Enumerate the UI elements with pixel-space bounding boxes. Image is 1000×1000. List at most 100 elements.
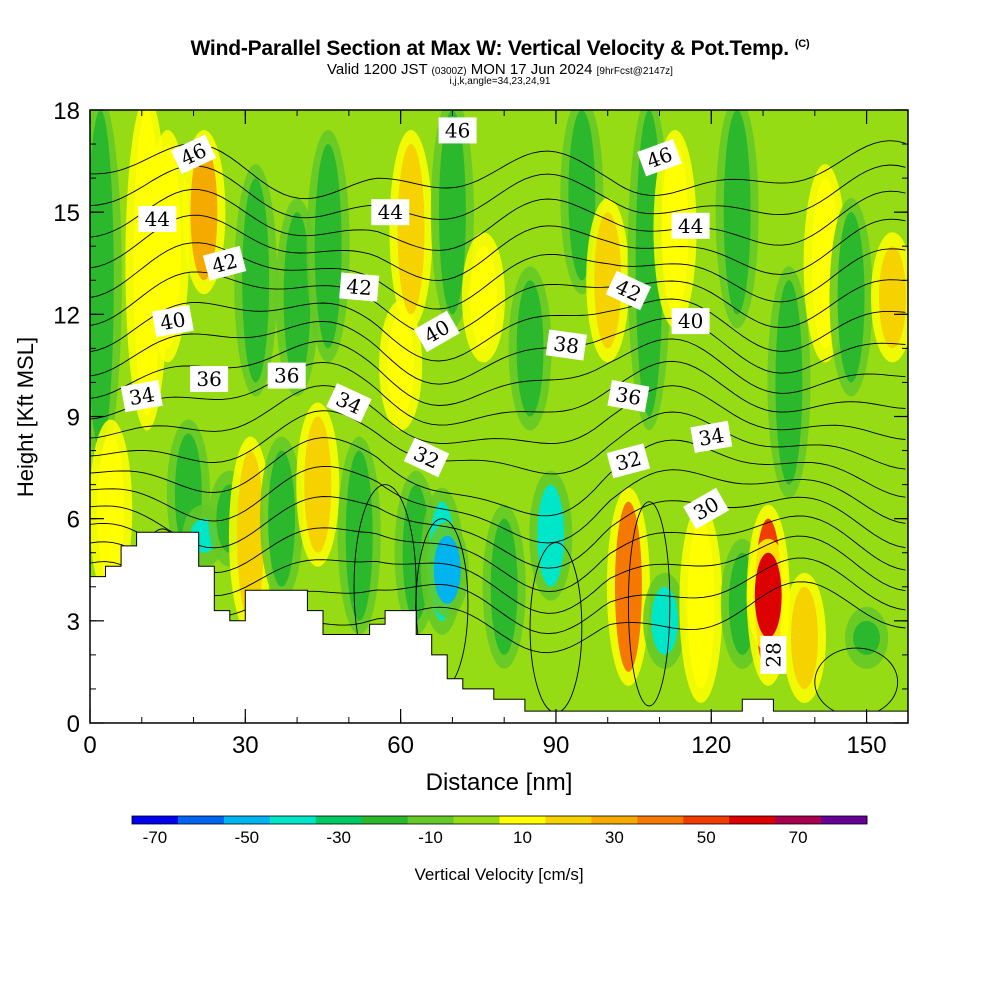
theta-contour <box>90 298 906 362</box>
contour-label: 40 <box>671 308 710 335</box>
theta-contour-closed <box>627 501 671 707</box>
colorbar-tick-label: -70 <box>143 828 168 847</box>
colorbar-tick-label: 50 <box>697 828 716 847</box>
velocity-cell <box>387 314 415 417</box>
contour-label-box <box>371 199 410 226</box>
contour-label-box <box>760 635 787 674</box>
y-tick-label: 3 <box>67 609 80 636</box>
velocity-cell <box>723 110 751 315</box>
contour-label: 32 <box>606 443 651 479</box>
x-axis: 0 30 60 90 120 150 <box>83 110 887 759</box>
velocity-cell <box>268 450 296 587</box>
theta-contour <box>90 437 906 517</box>
contour-label-box <box>545 329 587 361</box>
velocity-cell <box>775 280 803 485</box>
chart-title: Wind-Parallel Section at Max W: Vertical… <box>0 37 1000 61</box>
contour-label-box <box>637 138 682 177</box>
velocity-cell <box>594 212 622 349</box>
colorbar-swatch <box>637 816 684 824</box>
contour-label-box <box>403 437 450 478</box>
contour-label: 28 <box>760 635 787 674</box>
velocity-cell <box>537 484 565 587</box>
theta-contour <box>90 496 906 569</box>
contour-label-text: 28 <box>761 642 785 667</box>
y-tick-label: 12 <box>53 302 80 329</box>
contour-label: 42 <box>202 245 247 281</box>
velocity-cell <box>651 586 679 655</box>
contour-label-box <box>690 420 733 454</box>
utc-time: (0300Z) <box>431 66 467 77</box>
velocity-field <box>90 110 908 703</box>
y-tick-label: 6 <box>67 507 80 534</box>
velocity-cell <box>490 518 518 655</box>
velocity-cell <box>190 144 218 281</box>
colorbar-swatch <box>775 816 822 824</box>
velocity-cell <box>754 552 782 638</box>
section-params: i,j,k,angle=34,23,24,91 <box>449 76 551 87</box>
velocity-cell <box>837 212 865 383</box>
colorbar-swatch <box>821 816 868 824</box>
contour-label-box <box>606 443 651 479</box>
colorbar-tick-label: 10 <box>513 828 532 847</box>
velocity-cell <box>568 110 596 281</box>
contour-label-text: 40 <box>158 307 187 335</box>
contour-label-box <box>605 270 652 311</box>
velocity-cell <box>853 620 881 655</box>
contour-label: 36 <box>190 366 229 392</box>
valid-time: Valid 1200 JST <box>327 61 428 78</box>
contour-label: 36 <box>267 362 306 389</box>
theta-contour <box>90 515 906 593</box>
x-tick-label: 150 <box>847 732 887 759</box>
contour-label-box <box>671 308 710 335</box>
contour-label-text: 40 <box>678 309 703 333</box>
colorbar-swatch <box>315 816 363 824</box>
copyright-mark: (C) <box>794 38 810 50</box>
contour-label-box <box>326 383 372 423</box>
contour-label-box <box>202 245 247 281</box>
colorbar-swatch <box>223 816 271 824</box>
contour-label-text: 36 <box>614 382 643 410</box>
theta-contour <box>90 189 906 251</box>
contour-label-box <box>138 206 177 232</box>
velocity-cell <box>154 144 182 349</box>
velocity-cell <box>90 110 114 451</box>
velocity-cell <box>242 178 270 383</box>
colorbar-swatch <box>132 816 179 824</box>
y-tick-label: 0 <box>67 711 80 738</box>
velocity-cell <box>433 535 461 604</box>
theta-contour <box>90 271 906 337</box>
x-tick-label: 60 <box>387 732 414 759</box>
velocity-cell <box>314 144 342 349</box>
contour-label-text: 34 <box>697 423 726 451</box>
velocity-cell <box>237 450 264 621</box>
contour-label-text: 44 <box>678 214 703 238</box>
velocity-cell <box>470 246 497 349</box>
y-tick-label: 9 <box>67 405 80 432</box>
colorbar-tick-label: -50 <box>235 828 260 847</box>
contour-label-box <box>413 310 460 353</box>
velocity-cell <box>879 246 906 349</box>
contour-label-box <box>607 379 650 413</box>
contour-label-text: 42 <box>345 274 372 300</box>
colorbar-swatch <box>453 816 500 824</box>
x-tick-label: 30 <box>232 732 259 759</box>
chart-title-text: Wind-Parallel Section at Max W: Vertical… <box>190 37 790 60</box>
terrain <box>90 531 908 723</box>
y-tick-label: 18 <box>53 98 80 125</box>
contour-label: 34 <box>120 379 163 413</box>
colorbar-swatch <box>407 816 455 824</box>
colorbar-swatch <box>591 816 638 824</box>
theta-contour <box>90 465 906 544</box>
colorbar-swatch <box>269 816 317 824</box>
colorbar-swatch <box>545 816 592 824</box>
valid-date: MON 17 Jun 2024 <box>470 61 593 78</box>
contour-label: 42 <box>605 270 652 311</box>
colorbar-swatch <box>177 816 225 824</box>
forecast-info: [9hrFcst@2147z] <box>596 66 673 77</box>
colorbar-swatch <box>729 816 776 824</box>
y-axis-label: Height [Kft MSL] <box>13 337 38 497</box>
contour-label: 44 <box>138 206 177 232</box>
contour-label-text: 34 <box>127 382 156 410</box>
